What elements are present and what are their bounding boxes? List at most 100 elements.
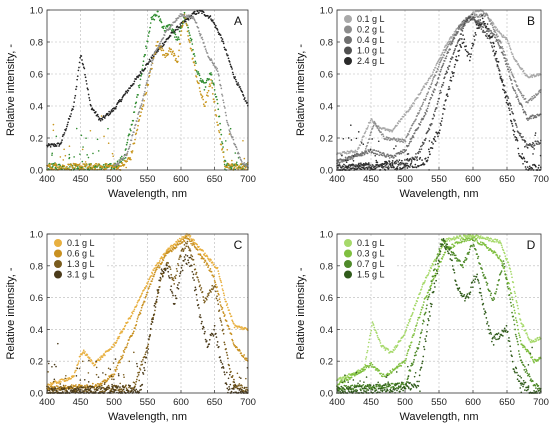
data-point: [137, 316, 139, 318]
data-point: [480, 28, 483, 30]
data-point: [163, 271, 165, 274]
data-point: [435, 107, 438, 109]
data-point: [84, 76, 87, 79]
data-point: [218, 32, 221, 35]
data-point: [216, 266, 219, 269]
data-point: [175, 274, 177, 277]
data-point: [513, 76, 515, 79]
data-point: [431, 82, 433, 84]
data-point: [419, 91, 422, 94]
data-point: [455, 55, 458, 58]
data-point: [222, 42, 225, 45]
data-point: [535, 116, 538, 118]
data-point: [196, 80, 198, 82]
data-point: [177, 287, 180, 290]
data-point: [201, 81, 203, 84]
data-point: [148, 285, 151, 288]
data-point: [356, 167, 359, 170]
data-point: [467, 51, 469, 54]
data-point: [170, 29, 173, 32]
data-point: [120, 388, 123, 391]
data-point: [165, 55, 168, 57]
data-point: [122, 354, 124, 357]
data-point: [133, 308, 136, 311]
data-point: [199, 314, 202, 316]
data-point: [491, 35, 494, 37]
data-point: [64, 129, 67, 132]
data-point: [225, 383, 228, 386]
data-point: [391, 129, 394, 132]
data-point: [238, 376, 241, 379]
data-point: [408, 320, 411, 323]
data-point: [129, 129, 132, 132]
data-point: [230, 315, 233, 318]
x-tick-label: 650: [207, 397, 223, 408]
data-point: [100, 115, 103, 117]
data-point: [219, 84, 222, 87]
legend-marker: [344, 57, 352, 65]
data-point: [193, 19, 196, 22]
data-point: [394, 348, 396, 350]
data-point: [136, 304, 138, 306]
data-point: [175, 267, 178, 270]
data-point: [57, 387, 59, 390]
data-point: [82, 168, 85, 170]
data-point: [530, 97, 532, 100]
data-point: [180, 30, 183, 32]
data-point: [357, 166, 360, 169]
data-point: [193, 263, 195, 266]
data-point: [423, 142, 425, 144]
data-point: [88, 99, 91, 102]
data-point: [183, 248, 185, 251]
data-point: [216, 102, 219, 105]
data-point: [63, 387, 66, 390]
data-point: [69, 115, 72, 118]
data-point: [426, 81, 429, 84]
data-point: [211, 333, 214, 336]
data-point: [89, 387, 92, 390]
data-point: [174, 20, 177, 22]
data-point: [60, 385, 62, 388]
data-point: [514, 295, 517, 298]
data-point: [163, 25, 165, 28]
panel-letter: B: [527, 14, 535, 28]
data-point: [419, 291, 422, 294]
data-point: [213, 84, 215, 86]
data-point: [459, 235, 462, 237]
data-point: [514, 92, 517, 94]
data-point: [146, 352, 149, 354]
data-point: [401, 159, 403, 162]
data-point: [213, 22, 215, 24]
legend-label: 1.0 g L: [357, 46, 385, 56]
data-point: [497, 67, 500, 70]
data-point: [366, 144, 368, 147]
data-point: [371, 120, 374, 122]
data-point: [522, 135, 524, 138]
data-point: [84, 164, 87, 167]
data-point: [485, 35, 488, 38]
data-point: [240, 377, 242, 380]
data-point: [350, 124, 352, 126]
data-point: [204, 300, 206, 303]
data-point: [511, 125, 514, 127]
data-point: [185, 245, 188, 248]
data-point: [416, 156, 419, 158]
data-point: [364, 130, 367, 133]
data-point: [506, 65, 508, 68]
data-point: [123, 328, 126, 330]
data-point: [79, 379, 82, 381]
data-point: [204, 338, 207, 341]
data-point: [96, 138, 99, 141]
data-point: [189, 37, 192, 40]
data-point: [207, 266, 209, 269]
data-point: [147, 76, 150, 78]
data-point: [65, 127, 68, 130]
data-point: [376, 334, 379, 337]
data-point: [102, 354, 104, 357]
data-point: [127, 384, 130, 387]
data-point: [209, 59, 212, 62]
data-point: [153, 18, 156, 21]
data-point: [227, 54, 229, 57]
data-point: [121, 164, 124, 167]
data-point: [413, 166, 415, 169]
